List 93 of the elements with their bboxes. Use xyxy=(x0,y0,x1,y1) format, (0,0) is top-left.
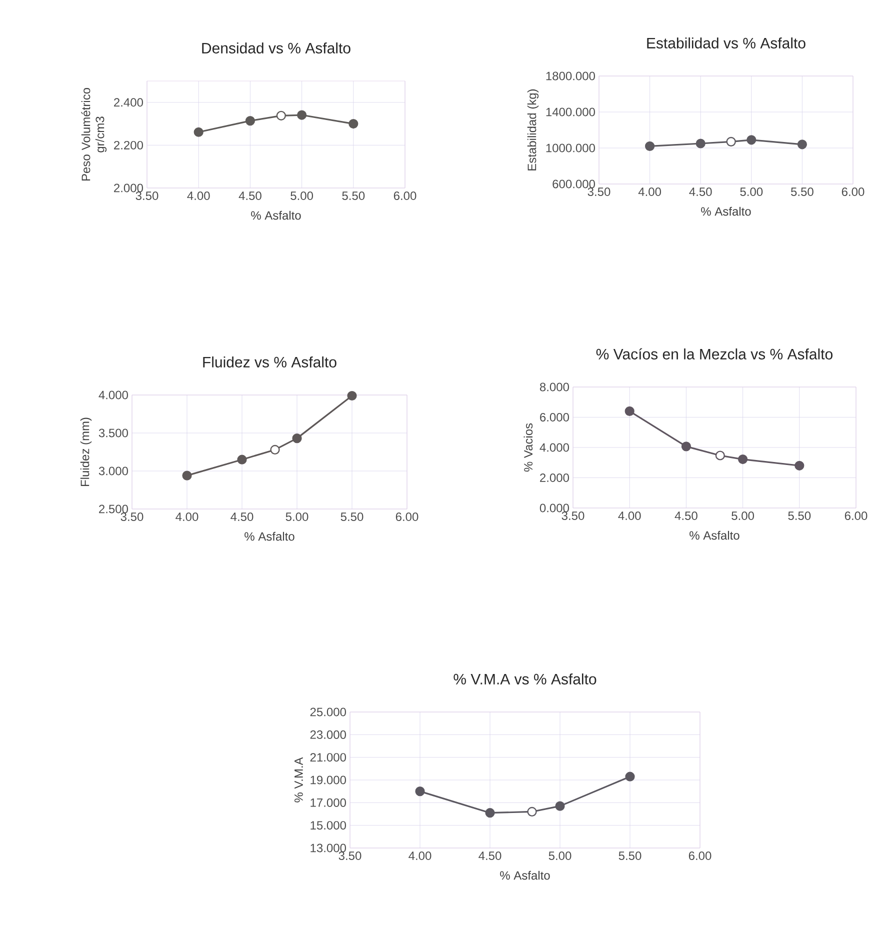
y-tick-label: 2.400 xyxy=(114,98,143,107)
point xyxy=(348,118,358,129)
y-tick-label: 2.200 xyxy=(114,140,143,150)
y-axis-title: Estabilidad (kg) xyxy=(527,89,539,170)
point xyxy=(276,110,286,120)
point xyxy=(624,406,634,416)
chart-title: Densidad vs % Asfalto xyxy=(202,42,350,54)
point xyxy=(182,470,192,480)
x-tick-label: 3.50 xyxy=(120,512,144,522)
x-tick-label: 3.50 xyxy=(338,852,362,860)
point xyxy=(245,116,255,126)
x-tick-label: 5.00 xyxy=(290,192,314,200)
y-axis-title: % V.M.A xyxy=(294,757,303,802)
x-tick-label: 4.00 xyxy=(187,192,210,200)
y-tick-label: 3.500 xyxy=(98,428,128,438)
y-tick-label: 4.000 xyxy=(540,443,569,452)
point xyxy=(746,135,756,145)
point xyxy=(555,801,565,811)
point xyxy=(797,140,807,150)
y-tick-label: 0.000 xyxy=(540,504,569,512)
point xyxy=(738,454,748,464)
x-tick-label: 3.50 xyxy=(136,192,158,200)
x-axis-title: % Asfalto xyxy=(244,532,294,541)
y-tick-label: 2.000 xyxy=(540,474,569,482)
y-tick-label: 6.000 xyxy=(540,413,569,422)
y-tick-label: 1400.000 xyxy=(546,108,595,116)
point xyxy=(485,808,495,818)
point xyxy=(237,454,247,464)
x-axis-title: % Asfalto xyxy=(701,206,751,216)
point xyxy=(625,772,635,782)
x-tick-label: 3.50 xyxy=(562,512,584,520)
x-tick-label: 5.50 xyxy=(791,188,814,196)
x-tick-label: 6.00 xyxy=(396,512,418,522)
point xyxy=(527,806,537,817)
y-tick-label: 17.000 xyxy=(310,798,346,807)
point xyxy=(347,390,357,401)
x-tick-label: 4.00 xyxy=(638,188,662,196)
x-tick-label: 4.00 xyxy=(618,512,641,520)
y-tick-label: 4.000 xyxy=(98,390,128,400)
x-tick-label: 5.00 xyxy=(732,512,754,520)
x-tick-label: 5.50 xyxy=(340,512,364,522)
x-tick-label: 6.00 xyxy=(394,192,416,200)
y-axis-title: Fluidez (mm) xyxy=(80,418,92,486)
y-tick-label: 1800.000 xyxy=(546,72,595,80)
chart-title: % V.M.A vs % Asfalto xyxy=(454,673,596,684)
point xyxy=(645,141,655,151)
chart-title: Fluidez vs % Asfalto xyxy=(203,356,336,368)
x-tick-label: 4.50 xyxy=(238,192,262,200)
x-tick-label: 4.50 xyxy=(689,188,712,196)
y-tick-label: 19.000 xyxy=(310,776,346,784)
point xyxy=(297,110,307,120)
x-tick-label: 5.00 xyxy=(740,188,763,196)
y-tick-label: 2.000 xyxy=(114,184,143,192)
point xyxy=(696,138,706,148)
y-tick-label: 8.000 xyxy=(540,382,569,392)
y-tick-label: 3.000 xyxy=(98,466,128,476)
y-axis-title: Peso Volumétrico gr/cm3 xyxy=(81,88,107,181)
point xyxy=(415,786,425,796)
y-tick-label: 15.000 xyxy=(310,821,346,830)
y-tick-label: 13.000 xyxy=(310,844,346,852)
y-tick-label: 21.000 xyxy=(310,753,346,762)
x-tick-label: 6.00 xyxy=(688,852,712,860)
y-axis-title: % Vacios xyxy=(524,423,533,472)
x-tick-label: 5.00 xyxy=(286,512,308,522)
x-tick-label: 5.50 xyxy=(342,192,365,200)
point xyxy=(681,442,691,452)
x-axis-title: % Asfalto xyxy=(500,870,550,880)
x-tick-label: 4.00 xyxy=(176,512,198,522)
x-tick-label: 3.50 xyxy=(588,188,610,196)
point xyxy=(194,127,204,137)
y-tick-label: 25.000 xyxy=(310,708,346,716)
point xyxy=(270,444,280,455)
point xyxy=(726,136,736,146)
x-tick-label: 4.50 xyxy=(674,512,698,520)
x-axis-title: % Asfalto xyxy=(690,530,740,540)
y-tick-label: 2.500 xyxy=(99,504,128,514)
x-axis-title: % Asfalto xyxy=(251,210,301,220)
x-tick-label: 5.50 xyxy=(788,512,811,520)
point xyxy=(715,450,725,460)
y-tick-label: 600.000 xyxy=(552,180,595,188)
point xyxy=(794,460,804,470)
x-tick-label: 5.00 xyxy=(548,852,572,860)
chart-title: Estabilidad vs % Asfalto xyxy=(647,37,806,48)
x-tick-label: 6.00 xyxy=(842,188,864,196)
point xyxy=(292,434,302,444)
y-tick-label: 23.000 xyxy=(310,730,346,739)
x-tick-label: 4.00 xyxy=(408,852,432,860)
x-tick-label: 4.50 xyxy=(478,852,502,860)
x-tick-label: 6.00 xyxy=(844,512,868,520)
x-tick-label: 4.50 xyxy=(230,512,254,522)
x-tick-label: 5.50 xyxy=(618,852,642,860)
chart-title: % Vacíos en la Mezcla vs % Asfalto xyxy=(596,348,832,360)
y-tick-label: 1000.000 xyxy=(546,144,595,152)
